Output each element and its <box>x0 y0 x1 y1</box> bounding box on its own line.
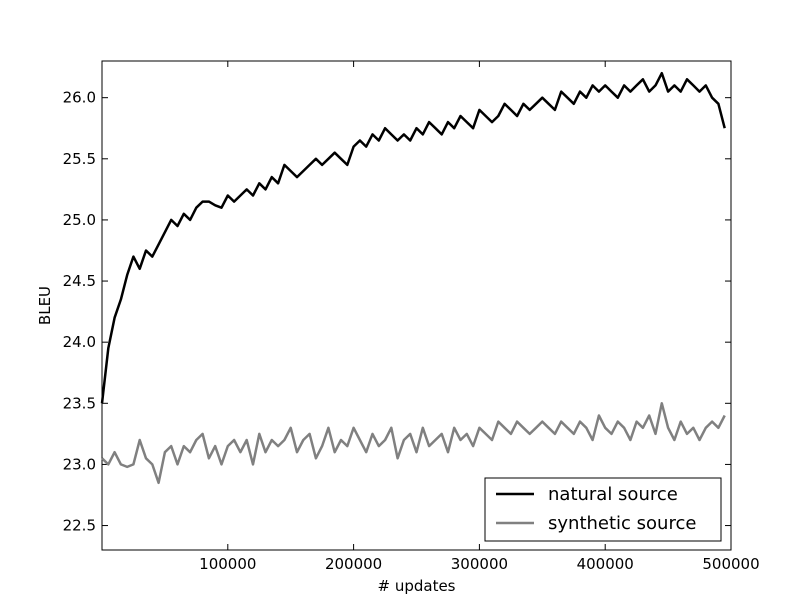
y-axis-label: BLEU <box>36 286 54 325</box>
series-line-natural-source <box>100 71 726 404</box>
legend: natural source synthetic source <box>484 477 722 542</box>
axis-ticks: 100000 200000 300000 400000 500000 22.5 23.0 23… <box>63 61 760 573</box>
y-tick-label: 26.0 <box>63 89 96 107</box>
x-tick-label: 300000 <box>451 555 508 573</box>
y-tick-label: 22.5 <box>63 517 96 535</box>
y-tick-label: 23.0 <box>63 455 96 473</box>
y-tick-label: 24.5 <box>63 272 96 290</box>
y-tick-label: 25.0 <box>63 211 96 229</box>
y-tick-label: 23.5 <box>63 394 96 412</box>
x-tick-label: 200000 <box>325 555 382 573</box>
x-axis-label: # updates <box>377 577 455 595</box>
plot-area-frame <box>101 60 732 551</box>
legend-label-synthetic-source: synthetic source <box>548 513 696 534</box>
series-line-synthetic-source <box>101 402 726 485</box>
series-lines <box>100 71 726 485</box>
y-tick-label: 25.5 <box>63 150 96 168</box>
legend-box <box>484 477 722 542</box>
x-tick-label: 400000 <box>577 555 634 573</box>
x-tick-label: 100000 <box>199 555 256 573</box>
y-tick-label: 24.0 <box>63 333 96 351</box>
legend-label-natural-source: natural source <box>548 484 678 505</box>
x-tick-label: 500000 <box>702 555 759 573</box>
